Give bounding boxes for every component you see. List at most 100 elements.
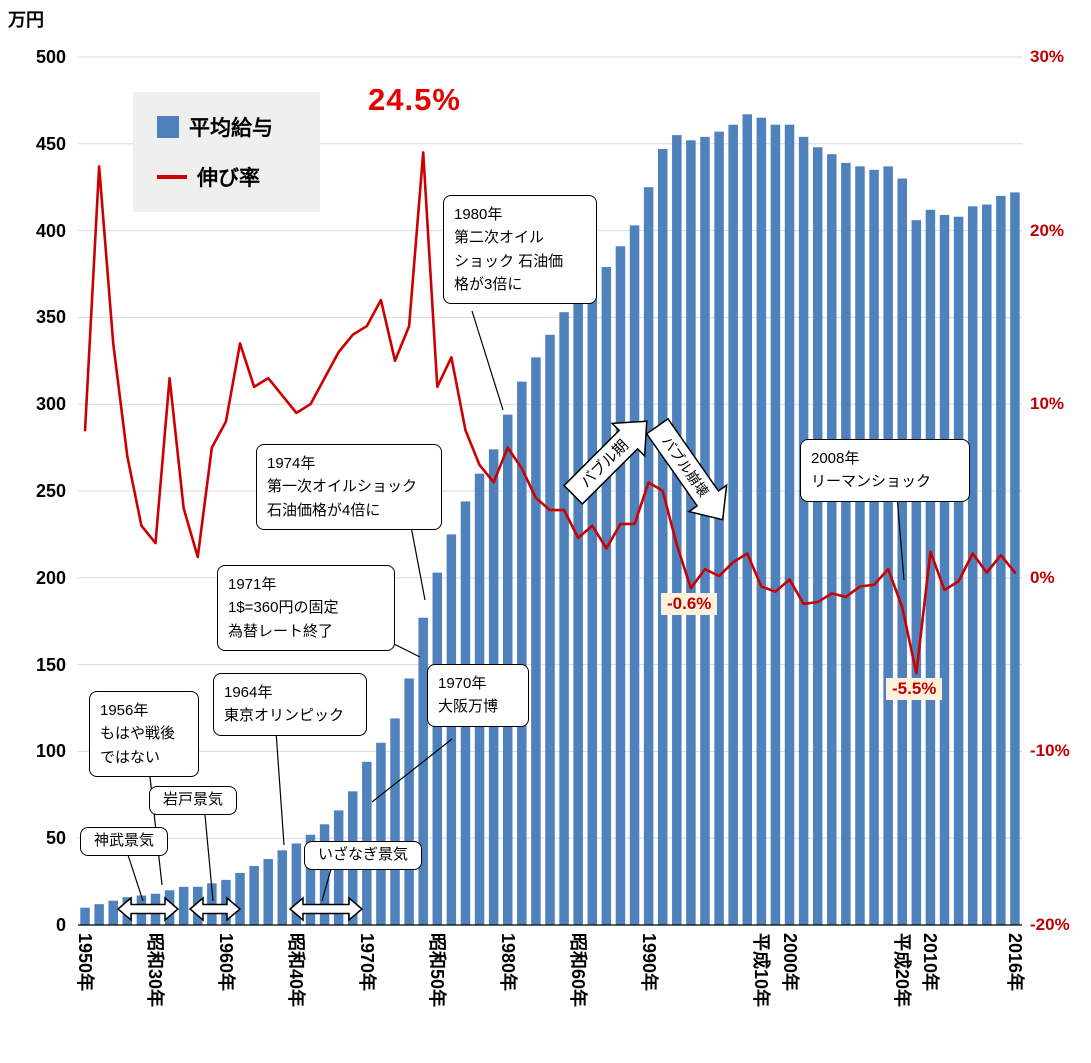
- bubble-collapse-arrow: バブル崩壊: [645, 417, 728, 521]
- bar-1967: [319, 824, 330, 925]
- bar-2007: [883, 166, 893, 926]
- bar-1987: [601, 267, 612, 925]
- era-range-arrow-izanagi: [288, 896, 364, 922]
- bar-1962: [249, 865, 259, 925]
- bar-1994: [700, 136, 710, 925]
- bar-1972: [390, 718, 400, 925]
- bar-1983: [545, 334, 555, 925]
- leader-line-1964: [275, 730, 285, 846]
- callout-1980-oil-shock-2: 1980年 第二次オイル ショック 石油価 格が3倍に: [443, 195, 597, 304]
- bar-1991: [657, 149, 668, 925]
- leader-line-1974: [409, 520, 426, 601]
- bar-1998: [756, 117, 767, 925]
- bar-1952: [108, 900, 118, 925]
- bar-1996: [728, 124, 738, 926]
- bar-2006: [869, 169, 879, 926]
- era-label-iwato: 岩戸景気: [149, 786, 238, 815]
- bar-1993: [686, 140, 696, 925]
- growth-label-1993: -0.6%: [661, 593, 718, 615]
- legend-line-label: 伸び率: [197, 167, 260, 190]
- growth-label-2009: -5.5%: [886, 678, 943, 700]
- bar-1984: [559, 312, 569, 925]
- left-axis-tick-200: 200: [35, 567, 66, 588]
- era-label-izanagi: いざなぎ景気: [304, 841, 423, 870]
- left-axis-tick-50: 50: [45, 828, 66, 849]
- bar-1957: [178, 886, 189, 925]
- left-axis-tick-400: 400: [35, 220, 66, 241]
- bar-1950: [80, 907, 90, 925]
- callout-1956-postwar: 1956年 もはや戦後 ではない: [89, 691, 199, 777]
- bar-1965: [291, 843, 302, 925]
- left-axis-tick-350: 350: [35, 307, 66, 328]
- bar-1981: [517, 381, 527, 926]
- bar-1988: [615, 246, 626, 925]
- leader-line-izanagi: [321, 868, 332, 902]
- bar-1999: [770, 124, 781, 926]
- era-label-jimmu: 神武景気: [80, 827, 169, 856]
- right-axis-tick-10: 10%: [1030, 394, 1065, 414]
- right-axis-tick--10: -10%: [1030, 741, 1070, 761]
- bar-2009: [911, 220, 922, 925]
- bar-1985: [573, 296, 583, 925]
- leader-line-1980: [471, 310, 504, 411]
- era-range-arrow-iwato: [188, 896, 242, 922]
- bar-1973: [404, 678, 414, 925]
- callout-1964-tokyo-olympics: 1964年 東京オリンピック: [213, 673, 367, 736]
- legend-item-growth: 伸び率: [157, 162, 320, 192]
- legend-bar-swatch: [157, 116, 179, 138]
- leader-line-jimmu: [127, 854, 144, 902]
- left-axis-unit-label: 万円: [8, 10, 44, 30]
- bar-2002: [812, 147, 823, 926]
- left-axis-tick-0: 0: [55, 915, 66, 935]
- right-axis-tick-0: 0%: [1030, 567, 1055, 587]
- left-axis-tick-500: 500: [35, 47, 66, 67]
- bar-1975: [432, 572, 443, 925]
- legend-line-swatch: [157, 175, 187, 179]
- left-axis-tick-100: 100: [35, 741, 66, 762]
- bar-1951: [94, 904, 104, 925]
- legend: 平均給与 伸び率: [133, 92, 320, 212]
- legend-bar-label: 平均給与: [189, 117, 273, 140]
- bar-1995: [714, 131, 724, 925]
- bar-1974: [418, 617, 428, 925]
- bubble-collapse-arrow-shape: [645, 417, 728, 521]
- bubble-period-arrow-shape: [562, 420, 648, 506]
- bar-2003: [827, 154, 837, 925]
- bar-1971: [376, 742, 386, 925]
- peak-growth-label: 24.5%: [368, 82, 461, 117]
- bar-2001: [798, 136, 809, 925]
- bar-2013: [967, 206, 978, 925]
- bar-1986: [587, 277, 598, 925]
- callout-1970-osaka-expo: 1970年 大阪万博: [427, 664, 529, 727]
- left-axis-tick-450: 450: [35, 133, 66, 154]
- legend-item-salary: 平均給与: [157, 112, 320, 142]
- right-axis-tick-20: 20%: [1030, 220, 1065, 240]
- bar-1966: [305, 834, 316, 925]
- callout-1974-oil-shock-1: 1974年 第一次オイルショック 石油価格が4倍に: [256, 444, 442, 530]
- right-axis-tick--20: -20%: [1030, 915, 1070, 934]
- leader-line-iwato: [204, 814, 214, 902]
- bar-1960: [221, 879, 231, 925]
- bar-1982: [531, 357, 541, 925]
- bar-2005: [855, 166, 865, 926]
- bar-2016: [1010, 192, 1020, 925]
- era-range-arrow-jimmu: [116, 896, 180, 922]
- bar-2000: [784, 124, 795, 926]
- callout-1971-exchange-rate: 1971年 1$=360円の固定 為替レート終了: [217, 565, 395, 651]
- bar-1964: [277, 850, 288, 925]
- bar-1990: [643, 187, 654, 925]
- bar-2010: [925, 209, 936, 925]
- right-axis-tick-30: 30%: [1030, 47, 1065, 66]
- leader-line-1970: [371, 738, 453, 803]
- bar-1976: [446, 534, 457, 925]
- leader-line-2008: [896, 495, 905, 581]
- bar-1997: [742, 114, 753, 925]
- growth-rate-line: [83, 151, 1017, 675]
- left-axis-tick-250: 250: [35, 481, 66, 501]
- left-axis-tick-150: 150: [35, 654, 66, 675]
- bar-2015: [996, 195, 1006, 925]
- bar-1992: [672, 135, 682, 925]
- bubble-period-arrow: バブル期: [562, 420, 648, 506]
